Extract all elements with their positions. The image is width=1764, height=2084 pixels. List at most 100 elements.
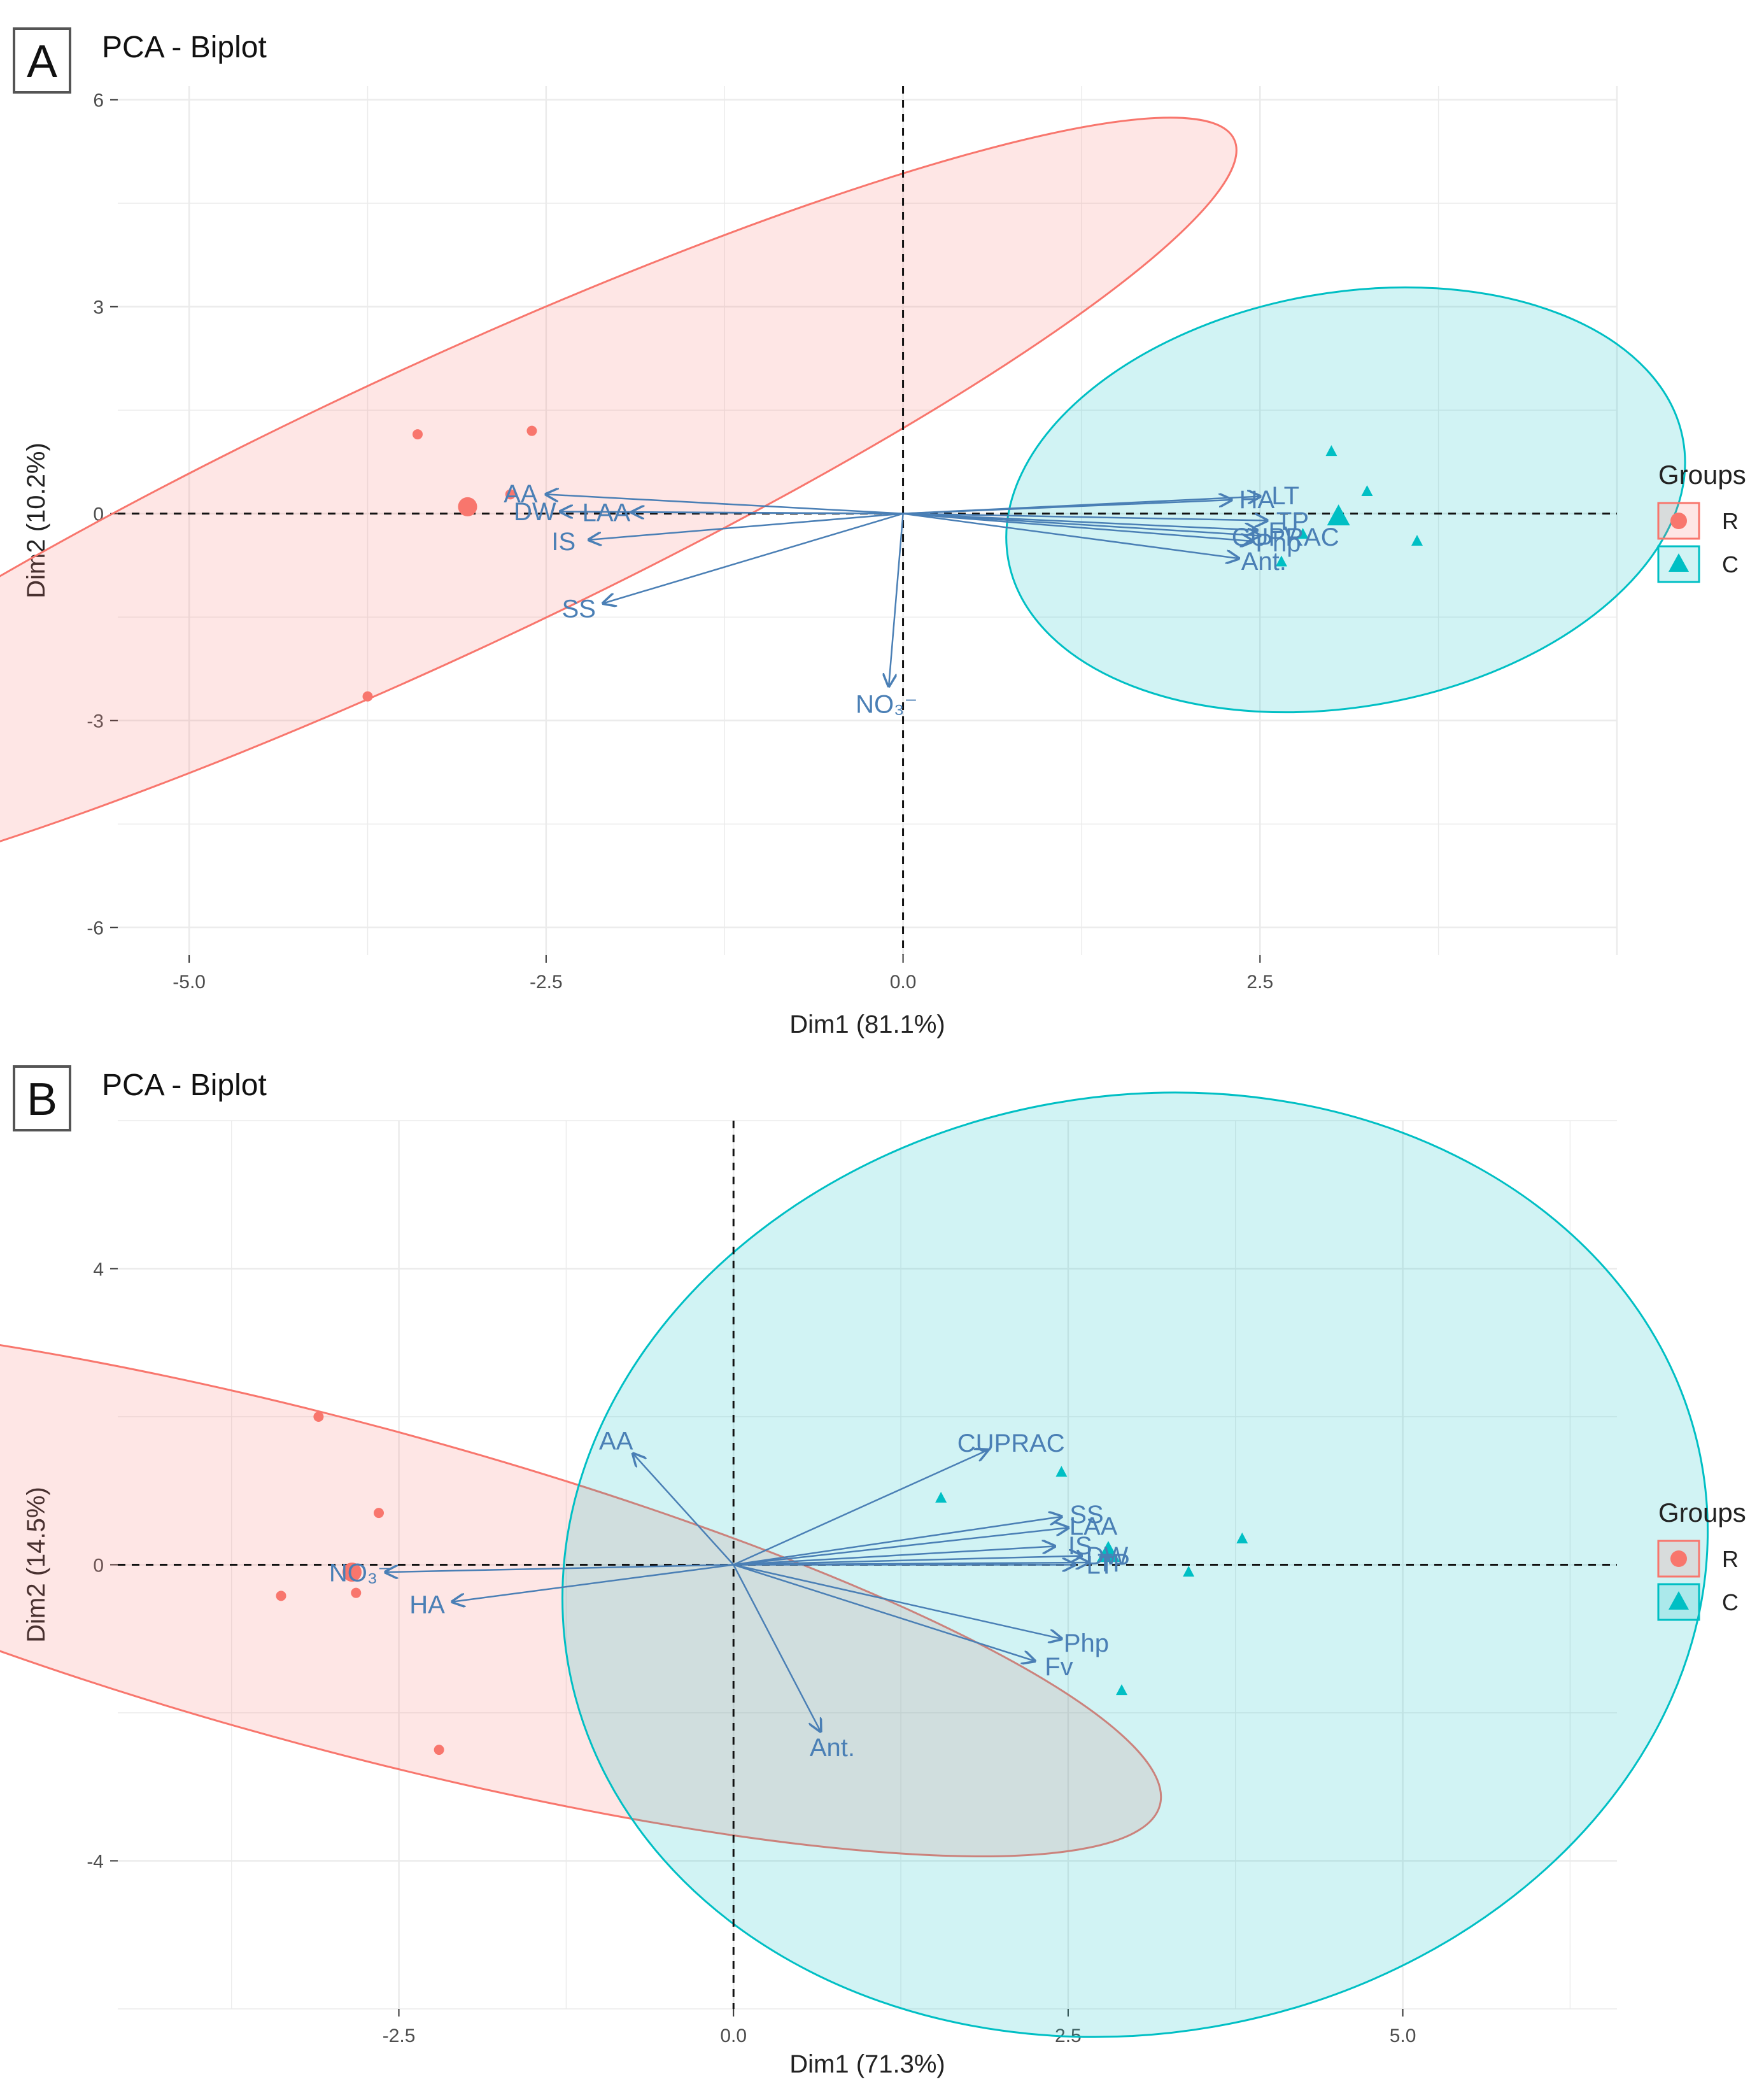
loading-label-lt: LT xyxy=(1271,482,1299,510)
loading-label-fv: Fv xyxy=(1045,1653,1073,1681)
panel-letter-box xyxy=(13,27,71,94)
loading-label-tp: TP xyxy=(1097,1549,1130,1577)
legend-key-c xyxy=(1657,545,1700,583)
loading-arrow-cuprac xyxy=(733,1450,988,1566)
data-point-c xyxy=(935,1491,947,1503)
loading-label-ss: SS xyxy=(1069,1501,1103,1529)
loading-label-no3: NO₃⁻ xyxy=(856,690,917,718)
y-tick-label: 0 xyxy=(93,1556,104,1577)
loading-arrow-ant xyxy=(903,513,1239,558)
y-axis-label: Dim2 (14.5%) xyxy=(22,1487,50,1643)
loading-arrow-is xyxy=(733,1546,1055,1566)
data-point-r xyxy=(526,425,537,436)
legend-title: Groups xyxy=(1658,460,1746,490)
data-point-c xyxy=(1325,445,1337,457)
loading-arrow-cuprac xyxy=(903,513,1260,536)
legend-label-c: C xyxy=(1722,551,1739,578)
loading-label-laa: LAA xyxy=(1069,1512,1118,1540)
data-point-c xyxy=(1297,528,1309,539)
data-point-c xyxy=(1055,1466,1068,1477)
x-tick-label: 5.0 xyxy=(1390,2025,1416,2046)
loading-arrow-ss xyxy=(733,1517,1061,1566)
y-tick-label: -6 xyxy=(87,918,104,939)
panel-letter-box xyxy=(13,1065,71,1131)
legend-label-r: R xyxy=(1722,508,1739,534)
loading-arrow-ss xyxy=(603,513,903,604)
loading-arrow-aa xyxy=(633,1454,735,1566)
data-point-r xyxy=(505,489,516,500)
loading-arrow-is xyxy=(589,513,903,540)
loading-arrow-dw xyxy=(560,511,903,513)
loading-label-php: Php xyxy=(1255,529,1301,557)
loading-arrow-ant xyxy=(733,1564,821,1732)
loading-label-fv: Fv xyxy=(1269,518,1297,546)
legend-marker-c xyxy=(1669,553,1689,572)
loading-label-aa: AA xyxy=(504,480,538,508)
legend-marker-r xyxy=(1670,513,1687,529)
loading-label-lt: LT xyxy=(1087,1552,1115,1580)
x-tick-label: 0.0 xyxy=(720,2025,747,2046)
centroid-r xyxy=(458,497,477,516)
legend-marker-c xyxy=(1669,1591,1689,1610)
x-axis-label: Dim1 (81.1%) xyxy=(789,1010,945,1038)
x-tick-label: -2.5 xyxy=(530,972,563,993)
loading-arrow-fv xyxy=(733,1564,1034,1661)
loading-arrow-tp xyxy=(903,513,1267,521)
data-point-c xyxy=(1183,1566,1195,1577)
x-axis-label: Dim1 (71.3%) xyxy=(789,2050,945,2078)
legend: Groups RC xyxy=(1657,460,1746,583)
data-point-r xyxy=(434,1745,444,1755)
data-point-r xyxy=(276,1591,286,1601)
legend-label-c: C xyxy=(1722,1589,1739,1615)
x-tick-label: 0.0 xyxy=(890,972,917,993)
loading-label-ant: Ant. xyxy=(810,1734,855,1762)
data-point-r xyxy=(413,429,423,440)
centroid-c xyxy=(1096,1541,1120,1563)
loading-arrow-php xyxy=(733,1564,1061,1639)
loading-arrow-ha xyxy=(453,1564,734,1602)
data-point-c xyxy=(1116,1684,1128,1696)
data-point-r xyxy=(351,1587,362,1598)
loading-label-dw: DW xyxy=(514,498,556,526)
loading-label-no3: NO₃⁻ xyxy=(329,1559,391,1587)
loading-label-php: Php xyxy=(1064,1629,1109,1657)
x-tick-label: -2.5 xyxy=(383,2025,416,2046)
y-tick-label: -4 xyxy=(87,1852,104,1873)
chart-title: PCA - Biplot xyxy=(102,31,267,64)
legend-label-r: R xyxy=(1722,1546,1739,1572)
legend: Groups RC xyxy=(1657,1498,1746,1621)
loading-arrow-dw xyxy=(733,1556,1082,1566)
x-tick-label: -5.0 xyxy=(173,972,206,993)
data-point-c xyxy=(1411,535,1423,546)
loading-label-cuprac: CUPRAC xyxy=(957,1429,1065,1457)
data-point-r xyxy=(362,691,373,702)
loading-arrow-no3 xyxy=(386,1564,734,1573)
centroid-c xyxy=(1327,504,1350,526)
data-point-r xyxy=(374,1508,385,1519)
y-tick-label: 6 xyxy=(93,90,104,111)
loading-label-ant: Ant. xyxy=(1241,548,1287,576)
loading-label-laa: LAA xyxy=(582,499,631,527)
data-point-c xyxy=(1275,555,1287,567)
panel-letter: B xyxy=(27,1074,57,1125)
confidence-ellipse-c xyxy=(561,1091,1709,2038)
loading-label-ha: HA xyxy=(409,1591,445,1619)
y-tick-label: -3 xyxy=(87,711,104,732)
loading-arrow-laa xyxy=(733,1528,1068,1566)
loading-label-dw: DW xyxy=(1086,1542,1129,1570)
loading-arrow-fv xyxy=(903,513,1257,530)
loading-label-ha: HA xyxy=(1239,486,1275,514)
loading-label-ss: SS xyxy=(562,595,596,623)
y-tick-label: 3 xyxy=(93,297,104,318)
loading-label-tp: TP xyxy=(1276,507,1309,535)
y-axis-label: Dim2 (10.2%) xyxy=(22,443,50,599)
x-tick-label: 2.5 xyxy=(1246,972,1273,993)
data-point-c xyxy=(1361,485,1373,496)
legend-title: Groups xyxy=(1658,1498,1746,1528)
chart-title: PCA - Biplot xyxy=(102,1068,267,1102)
loading-arrow-tp xyxy=(733,1563,1088,1564)
data-point-c xyxy=(1236,1532,1248,1543)
